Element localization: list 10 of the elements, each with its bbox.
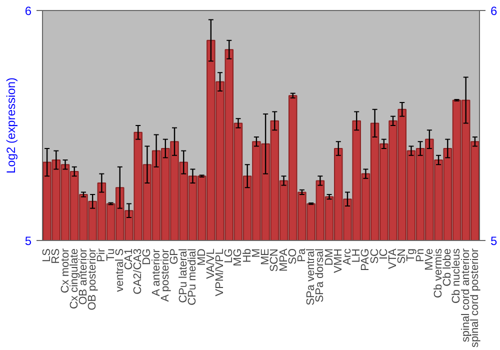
y2-tick-label: 5	[490, 234, 498, 248]
y-axis-title: Log2 (expression)	[4, 77, 18, 174]
x-tick-label: Tg	[405, 248, 418, 262]
y2-tick-label: 6	[490, 4, 498, 18]
x-tick-label: MVe	[423, 248, 436, 271]
x-tick-label: SCN	[268, 248, 281, 272]
x-tick-label: CPu medial	[186, 248, 199, 306]
x-tick-label: IC	[378, 248, 390, 260]
x-tick-label: RS	[50, 248, 62, 264]
x-tick-label: OB anterior	[77, 248, 90, 305]
